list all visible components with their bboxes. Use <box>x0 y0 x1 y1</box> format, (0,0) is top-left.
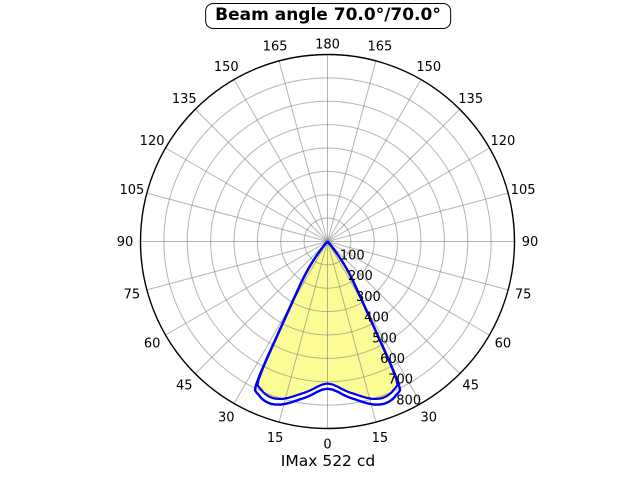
angle-tick-label: 150 <box>214 60 239 75</box>
chart-title: Beam angle 70.0°/70.0° <box>215 5 441 25</box>
angle-tick-label: 15 <box>267 431 284 446</box>
grid-ring <box>233 147 422 336</box>
beam-curve-inner <box>256 240 399 401</box>
r-tick-label: 500 <box>372 331 397 346</box>
r-tick-label: 400 <box>364 310 389 325</box>
r-tick-label: 100 <box>340 248 365 263</box>
grid-ring <box>303 217 352 266</box>
r-tick-label: 300 <box>356 290 381 305</box>
angle-tick-label: 45 <box>176 378 193 393</box>
angle-tick-label: 105 <box>119 183 144 198</box>
r-tick-label: 600 <box>380 352 405 367</box>
angle-tick-label: 60 <box>144 336 161 351</box>
angle-tick-label: 135 <box>458 92 483 107</box>
imax-caption: IMax 522 cd <box>280 452 376 470</box>
grid-ring <box>280 194 375 289</box>
angle-tick-label: 120 <box>140 134 165 149</box>
angle-tick-label: 60 <box>495 336 512 351</box>
angle-tick-label: 75 <box>124 288 141 303</box>
angle-tick-label: 180 <box>315 38 340 53</box>
angle-tick-label: 150 <box>416 60 441 75</box>
angle-tick-label: 75 <box>515 288 532 303</box>
grid-ring <box>163 77 492 406</box>
angle-tick-label: 90 <box>117 235 134 250</box>
angle-tick-label: 30 <box>218 411 235 426</box>
angle-tick-label: 165 <box>263 40 288 55</box>
angle-tick-label: 165 <box>367 40 392 55</box>
angle-tick-label: 120 <box>490 134 515 149</box>
r-tick-label: 700 <box>388 373 413 388</box>
angle-tick-label: 135 <box>172 92 197 107</box>
angle-tick-label: 0 <box>323 438 331 453</box>
grid-ring <box>256 170 399 313</box>
chart-title-box: Beam angle 70.0°/70.0° <box>205 3 451 30</box>
angle-tick-label: 30 <box>421 411 438 426</box>
angle-tick-label: 90 <box>522 235 539 250</box>
r-tick-label: 800 <box>396 393 421 408</box>
grid-ring <box>186 100 469 383</box>
outer-ring <box>139 53 516 430</box>
r-tick-label: 200 <box>348 269 373 284</box>
angle-tick-label: 45 <box>462 378 479 393</box>
grid-ring <box>210 124 445 359</box>
angle-tick-label: 105 <box>511 183 536 198</box>
angle-tick-label: 15 <box>372 431 389 446</box>
